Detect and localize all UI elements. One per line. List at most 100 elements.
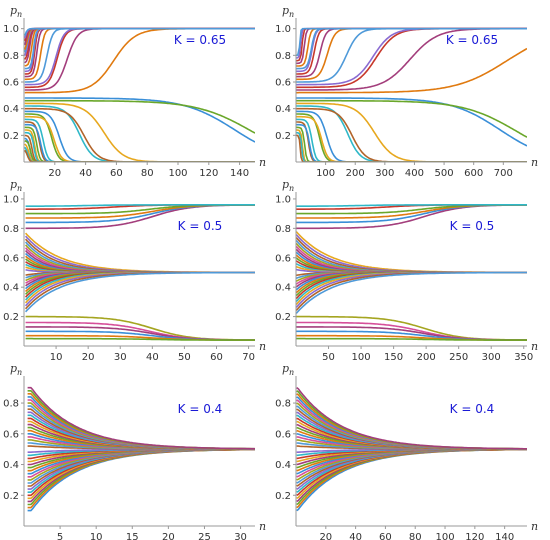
- series-line: [296, 271, 527, 314]
- series-line: [296, 107, 527, 162]
- x-tick-label: 350: [514, 352, 533, 363]
- y-tick-label: 0.8: [3, 51, 19, 62]
- x-tick-label: 20: [82, 352, 95, 363]
- series-line: [24, 140, 255, 162]
- series-line: [24, 118, 255, 162]
- x-axis-label: n: [259, 520, 266, 533]
- series-line: [296, 121, 527, 162]
- series-group: [24, 27, 255, 162]
- y-tick-label: 1.0: [275, 24, 291, 35]
- chart-panel-2: 100 200 300 400 500 600 700 0.2 0.4 0.6 0.8 1.0 pn n K…: [275, 4, 538, 179]
- series-line: [25, 204, 255, 207]
- x-tick-label: 40: [79, 168, 92, 179]
- y-tick-label: 0.6: [275, 78, 291, 89]
- x-tick-label: 200: [346, 168, 365, 179]
- series-line: [24, 105, 255, 162]
- y-tick-label: 1.0: [3, 194, 19, 205]
- series-line: [296, 47, 527, 94]
- x-tick-label: 300: [375, 168, 394, 179]
- x-tick-label: 80: [409, 532, 422, 540]
- x-tick-label: 60: [110, 168, 123, 179]
- series-line: [296, 27, 527, 57]
- k-annotation: K = 0.5: [450, 219, 495, 233]
- series-line: [296, 204, 527, 207]
- series-line: [296, 387, 527, 450]
- y-tick-label: 0.4: [3, 104, 19, 115]
- y-tick-label: 0.6: [3, 253, 19, 264]
- y-tick-label: 0.8: [3, 399, 19, 410]
- x-tick-label: 70: [242, 352, 255, 363]
- y-axis-label: pn: [10, 178, 22, 193]
- y-tick-label: 0.8: [275, 51, 291, 62]
- x-tick-label: 10: [90, 532, 103, 540]
- series-line: [24, 110, 255, 162]
- series-line: [24, 97, 255, 143]
- y-tick-label: 0.8: [3, 224, 19, 235]
- x-tick-label: 40: [146, 352, 159, 363]
- chart-panel-5: 5 10 15 20 25 30 0.2 0.4 0.6 0.8 pn n K = 0.4: [3, 362, 266, 540]
- y-tick-label: 1.0: [3, 24, 19, 35]
- k-annotation: K = 0.65: [446, 33, 498, 47]
- x-tick-label: 5: [57, 532, 63, 540]
- x-tick-label: 300: [482, 352, 501, 363]
- series-line: [24, 121, 255, 162]
- x-tick-label: 50: [178, 352, 191, 363]
- x-tick-label: 60: [210, 352, 223, 363]
- x-tick-label: 600: [464, 168, 483, 179]
- x-tick-label: 400: [405, 168, 424, 179]
- y-tick-label: 0.2: [275, 491, 291, 502]
- series-line: [24, 107, 255, 162]
- series-line: [296, 110, 527, 162]
- k-annotation: K = 0.65: [174, 33, 226, 47]
- x-tick-label: 25: [198, 532, 211, 540]
- series-line: [296, 97, 527, 147]
- y-tick-label: 0.4: [3, 283, 19, 294]
- x-tick-label: 120: [465, 532, 484, 540]
- x-tick-label: 100: [435, 532, 454, 540]
- x-tick-label: 100: [352, 352, 371, 363]
- x-tick-label: 60: [379, 532, 392, 540]
- y-tick-label: 0.2: [3, 491, 19, 502]
- x-tick-label: 100: [168, 168, 187, 179]
- x-tick-label: 100: [316, 168, 335, 179]
- x-tick-label: 140: [230, 168, 249, 179]
- y-tick-label: 0.4: [275, 460, 291, 471]
- chart-panel-3: 10 20 30 40 50 60 70 0.2 0.4 0.6 0.8 1.0pn n K = 0.5: [3, 178, 266, 363]
- y-tick-label: 0.2: [275, 131, 291, 142]
- y-tick-label: 0.6: [275, 253, 291, 264]
- y-tick-label: 0.8: [275, 224, 291, 235]
- y-tick-label: 0.4: [275, 104, 291, 115]
- series-line: [296, 115, 527, 162]
- series-group: [25, 204, 255, 341]
- series-line: [24, 102, 255, 162]
- x-tick-label: 20: [48, 168, 61, 179]
- series-line: [296, 123, 527, 162]
- x-tick-label: 30: [234, 532, 247, 540]
- y-tick-label: 0.2: [275, 312, 291, 323]
- series-line: [296, 102, 527, 162]
- x-tick-label: 120: [199, 168, 218, 179]
- x-tick-label: 200: [417, 352, 436, 363]
- x-axis-label: n: [531, 156, 538, 169]
- y-tick-label: 0.6: [275, 429, 291, 440]
- chart-panel-1: 20 40 60 80 100 120 140 0.2 0.4 0.6 0.8 1.0 pn n K = 0…: [3, 4, 266, 179]
- x-tick-label: 700: [494, 168, 513, 179]
- x-tick-label: 10: [50, 352, 63, 363]
- series-line: [296, 113, 527, 162]
- x-tick-label: 80: [141, 168, 154, 179]
- chart-panel-6: 20 40 60 80 100 120 140 0.2 0.4 0.6 0.8 pn n K = 0.4: [275, 362, 538, 540]
- series-line: [296, 337, 527, 341]
- series-line: [24, 27, 255, 36]
- y-axis-label: pn: [282, 4, 294, 19]
- x-tick-label: 250: [449, 352, 468, 363]
- series-line: [25, 337, 255, 341]
- x-tick-label: 140: [495, 532, 514, 540]
- y-tick-label: 0.4: [3, 460, 19, 471]
- y-tick-label: 0.2: [3, 131, 19, 142]
- series-line: [24, 99, 255, 134]
- k-annotation: K = 0.5: [178, 219, 223, 233]
- x-tick-label: 20: [162, 532, 175, 540]
- series-group: [27, 386, 255, 512]
- x-tick-label: 50: [322, 352, 335, 363]
